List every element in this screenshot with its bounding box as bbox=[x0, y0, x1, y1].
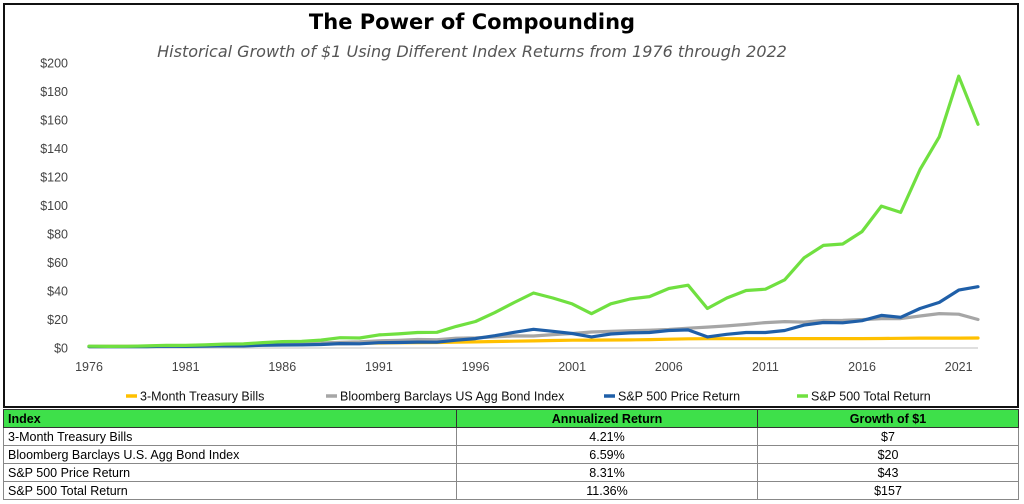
legend-label: Bloomberg Barclays US Agg Bond Index bbox=[340, 390, 565, 404]
x-tick-label: 1986 bbox=[268, 360, 296, 374]
y-tick-label: $40 bbox=[47, 285, 68, 299]
series-line bbox=[87, 74, 980, 348]
table-row: Bloomberg Barclays U.S. Agg Bond Index 6… bbox=[3, 445, 1019, 464]
y-tick-label: $60 bbox=[47, 256, 68, 270]
x-tick-label: 2021 bbox=[945, 360, 973, 374]
y-tick-label: $160 bbox=[40, 114, 68, 128]
y-tick-label: $0 bbox=[54, 342, 68, 356]
cell-annualized-return: 6.59% bbox=[456, 445, 758, 464]
legend-label: S&P 500 Price Return bbox=[618, 390, 740, 404]
chart-title: The Power of Compounding bbox=[308, 10, 636, 34]
table-row: S&P 500 Price Return 8.31% $43 bbox=[3, 463, 1019, 482]
cell-annualized-return: 4.21% bbox=[456, 427, 758, 446]
y-tick-label: $120 bbox=[40, 171, 68, 185]
legend-label: 3-Month Treasury Bills bbox=[140, 390, 264, 404]
cell-growth: $157 bbox=[757, 481, 1019, 500]
table-row: S&P 500 Total Return 11.36% $157 bbox=[3, 481, 1019, 500]
legend-label: S&P 500 Total Return bbox=[811, 390, 931, 404]
cell-index: Bloomberg Barclays U.S. Agg Bond Index bbox=[3, 445, 457, 464]
y-tick-label: $180 bbox=[40, 85, 68, 99]
series-line bbox=[87, 285, 980, 349]
table-row: 3-Month Treasury Bills 4.21% $7 bbox=[3, 427, 1019, 446]
x-tick-label: 2001 bbox=[558, 360, 586, 374]
y-tick-label: $80 bbox=[47, 228, 68, 242]
x-tick-label: 1976 bbox=[75, 360, 103, 374]
summary-table: Index Annualized Return Growth of $1 3-M… bbox=[3, 409, 1019, 500]
x-tick-label: 1991 bbox=[365, 360, 393, 374]
x-tick-label: 2011 bbox=[752, 360, 779, 374]
cell-annualized-return: 11.36% bbox=[456, 481, 758, 500]
cell-growth: $7 bbox=[757, 427, 1019, 446]
x-tick-label: 1996 bbox=[462, 360, 490, 374]
cell-annualized-return: 8.31% bbox=[456, 463, 758, 482]
y-tick-label: $100 bbox=[40, 199, 68, 213]
cell-growth: $43 bbox=[757, 463, 1019, 482]
x-tick-label: 2006 bbox=[655, 360, 683, 374]
cell-index: S&P 500 Price Return bbox=[3, 463, 457, 482]
x-tick-label: 2016 bbox=[848, 360, 876, 374]
line-chart: $0 $20 $40 $60 $80 $100 $120 $140 $160 $180 $200 19… bbox=[40, 57, 980, 404]
header-growth: Growth of $1 bbox=[757, 409, 1019, 428]
cell-growth: $20 bbox=[757, 445, 1019, 464]
x-tick-label: 1981 bbox=[172, 360, 200, 374]
header-index: Index bbox=[3, 409, 457, 428]
table-header-row: Index Annualized Return Growth of $1 bbox=[3, 409, 1019, 428]
y-tick-label: $200 bbox=[40, 57, 68, 71]
cell-index: S&P 500 Total Return bbox=[3, 481, 457, 500]
chart-subtitle: Historical Growth of $1 Using Different … bbox=[157, 42, 787, 61]
cell-index: 3-Month Treasury Bills bbox=[3, 427, 457, 446]
y-tick-label: $140 bbox=[40, 142, 68, 156]
header-annualized-return: Annualized Return bbox=[456, 409, 758, 428]
y-tick-label: $20 bbox=[47, 313, 68, 327]
